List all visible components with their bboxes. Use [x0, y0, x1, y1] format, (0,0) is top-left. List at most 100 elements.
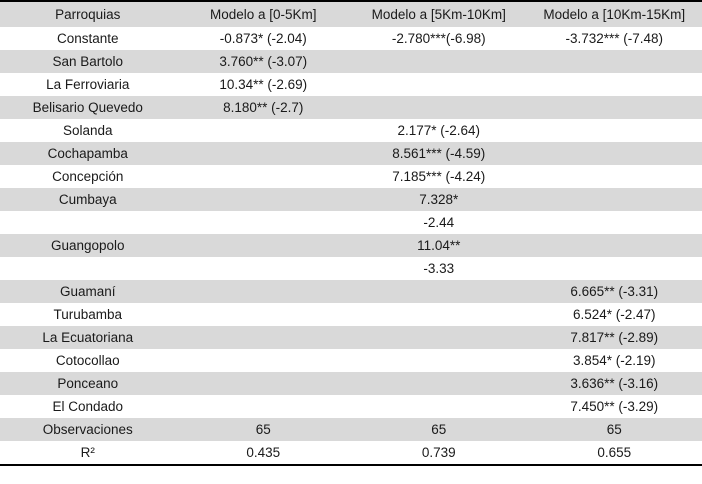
value-cell-modelo-5-10km [351, 96, 527, 119]
table-row: Guamaní 6.665** (-3.31) [0, 280, 702, 303]
parroquia-label-cell: Cotocollao [0, 349, 176, 372]
value-cell-modelo-0-5km [175, 211, 351, 234]
value-cell-modelo-0-5km [175, 372, 351, 395]
parroquia-label-cell: Turubamba [0, 303, 176, 326]
value-cell-modelo-0-5km [175, 326, 351, 349]
value-cell-modelo-0-5km [175, 257, 351, 280]
value-cell-modelo-10-15km: 6.665** (-3.31) [526, 280, 702, 303]
value-cell-modelo-5-10km: 0.739 [351, 441, 527, 465]
value-cell-modelo-5-10km: -3.33 [351, 257, 527, 280]
table-row: Cochapamba 8.561*** (-4.59) [0, 142, 702, 165]
value-cell-modelo-5-10km [351, 349, 527, 372]
table-row: Solanda 2.177* (-2.64) [0, 119, 702, 142]
parroquia-label-cell: Solanda [0, 119, 176, 142]
value-cell-modelo-10-15km [526, 188, 702, 211]
parroquia-label-cell: Cochapamba [0, 142, 176, 165]
table-row: Constante -0.873* (-2.04) -2.780***(-6.9… [0, 27, 702, 50]
parroquia-label-cell: San Bartolo [0, 50, 176, 73]
value-cell-modelo-5-10km [351, 326, 527, 349]
value-cell-modelo-0-5km: -0.873* (-2.04) [175, 27, 351, 50]
value-cell-modelo-0-5km [175, 303, 351, 326]
parroquia-label-cell: Guamaní [0, 280, 176, 303]
table-row: Belisario Quevedo 8.180** (-2.7) [0, 96, 702, 119]
value-cell-modelo-5-10km: 2.177* (-2.64) [351, 119, 527, 142]
table-row: El Condado 7.450** (-3.29) [0, 395, 702, 418]
header-row: Parroquias Modelo a [0-5Km] Modelo a [5K… [0, 1, 702, 27]
value-cell-modelo-0-5km: 8.180** (-2.7) [175, 96, 351, 119]
value-cell-modelo-10-15km [526, 234, 702, 257]
value-cell-modelo-0-5km [175, 142, 351, 165]
parroquia-label-cell: Ponceano [0, 372, 176, 395]
parroquia-label-cell: La Ecuatoriana [0, 326, 176, 349]
value-cell-modelo-10-15km [526, 73, 702, 96]
value-cell-modelo-10-15km [526, 211, 702, 234]
value-cell-modelo-5-10km: 7.328* [351, 188, 527, 211]
column-header-parroquias: Parroquias [0, 1, 176, 27]
table-row: San Bartolo 3.760** (-3.07) [0, 50, 702, 73]
value-cell-modelo-10-15km: 3.854* (-2.19) [526, 349, 702, 372]
value-cell-modelo-10-15km: 3.636** (-3.16) [526, 372, 702, 395]
table-row: Cumbaya 7.328* [0, 188, 702, 211]
value-cell-modelo-10-15km: -3.732*** (-7.48) [526, 27, 702, 50]
value-cell-modelo-5-10km [351, 50, 527, 73]
value-cell-modelo-0-5km: 3.760** (-3.07) [175, 50, 351, 73]
value-cell-modelo-10-15km [526, 96, 702, 119]
parroquia-label-cell [0, 211, 176, 234]
value-cell-modelo-5-10km: -2.780***(-6.98) [351, 27, 527, 50]
parroquia-label-cell: El Condado [0, 395, 176, 418]
parroquia-label-cell: Constante [0, 27, 176, 50]
value-cell-modelo-0-5km [175, 234, 351, 257]
table-row: La Ferroviaria 10.34** (-2.69) [0, 73, 702, 96]
regression-results-table: Parroquias Modelo a [0-5Km] Modelo a [5K… [0, 0, 702, 466]
value-cell-modelo-5-10km: -2.44 [351, 211, 527, 234]
value-cell-modelo-10-15km [526, 119, 702, 142]
value-cell-modelo-0-5km [175, 165, 351, 188]
table-row: Ponceano 3.636** (-3.16) [0, 372, 702, 395]
parroquia-label-cell: R² [0, 441, 176, 465]
value-cell-modelo-10-15km [526, 142, 702, 165]
value-cell-modelo-5-10km [351, 303, 527, 326]
value-cell-modelo-5-10km [351, 372, 527, 395]
column-header-modelo-10-15km: Modelo a [10Km-15Km] [526, 1, 702, 27]
table-row: -3.33 [0, 257, 702, 280]
value-cell-modelo-10-15km [526, 165, 702, 188]
parroquia-label-cell: La Ferroviaria [0, 73, 176, 96]
value-cell-modelo-0-5km [175, 119, 351, 142]
value-cell-modelo-5-10km [351, 280, 527, 303]
value-cell-modelo-10-15km [526, 257, 702, 280]
value-cell-modelo-0-5km [175, 395, 351, 418]
table-row: Concepción 7.185*** (-4.24) [0, 165, 702, 188]
table-row: La Ecuatoriana 7.817** (-2.89) [0, 326, 702, 349]
value-cell-modelo-10-15km: 0.655 [526, 441, 702, 465]
parroquia-label-cell: Cumbaya [0, 188, 176, 211]
parroquia-label-cell [0, 257, 176, 280]
value-cell-modelo-5-10km: 8.561*** (-4.59) [351, 142, 527, 165]
value-cell-modelo-10-15km: 65 [526, 418, 702, 441]
table-row: Turubamba 6.524* (-2.47) [0, 303, 702, 326]
table-row: Guangopolo 11.04** [0, 234, 702, 257]
value-cell-modelo-5-10km: 11.04** [351, 234, 527, 257]
table-row: -2.44 [0, 211, 702, 234]
value-cell-modelo-10-15km: 7.817** (-2.89) [526, 326, 702, 349]
value-cell-modelo-0-5km: 65 [175, 418, 351, 441]
table-row: Observaciones 65 65 65 [0, 418, 702, 441]
table-row: Cotocollao 3.854* (-2.19) [0, 349, 702, 372]
value-cell-modelo-5-10km [351, 73, 527, 96]
parroquia-label-cell: Observaciones [0, 418, 176, 441]
value-cell-modelo-10-15km [526, 50, 702, 73]
value-cell-modelo-5-10km: 65 [351, 418, 527, 441]
value-cell-modelo-0-5km [175, 349, 351, 372]
parroquia-label-cell: Guangopolo [0, 234, 176, 257]
value-cell-modelo-0-5km [175, 188, 351, 211]
value-cell-modelo-0-5km: 0.435 [175, 441, 351, 465]
column-header-modelo-0-5km: Modelo a [0-5Km] [175, 1, 351, 27]
table-row: R² 0.435 0.739 0.655 [0, 441, 702, 465]
value-cell-modelo-5-10km [351, 395, 527, 418]
table-body: Constante -0.873* (-2.04) -2.780***(-6.9… [0, 27, 702, 465]
value-cell-modelo-0-5km: 10.34** (-2.69) [175, 73, 351, 96]
value-cell-modelo-5-10km: 7.185*** (-4.24) [351, 165, 527, 188]
value-cell-modelo-10-15km: 7.450** (-3.29) [526, 395, 702, 418]
column-header-modelo-5-10km: Modelo a [5Km-10Km] [351, 1, 527, 27]
parroquia-label-cell: Concepción [0, 165, 176, 188]
parroquia-label-cell: Belisario Quevedo [0, 96, 176, 119]
